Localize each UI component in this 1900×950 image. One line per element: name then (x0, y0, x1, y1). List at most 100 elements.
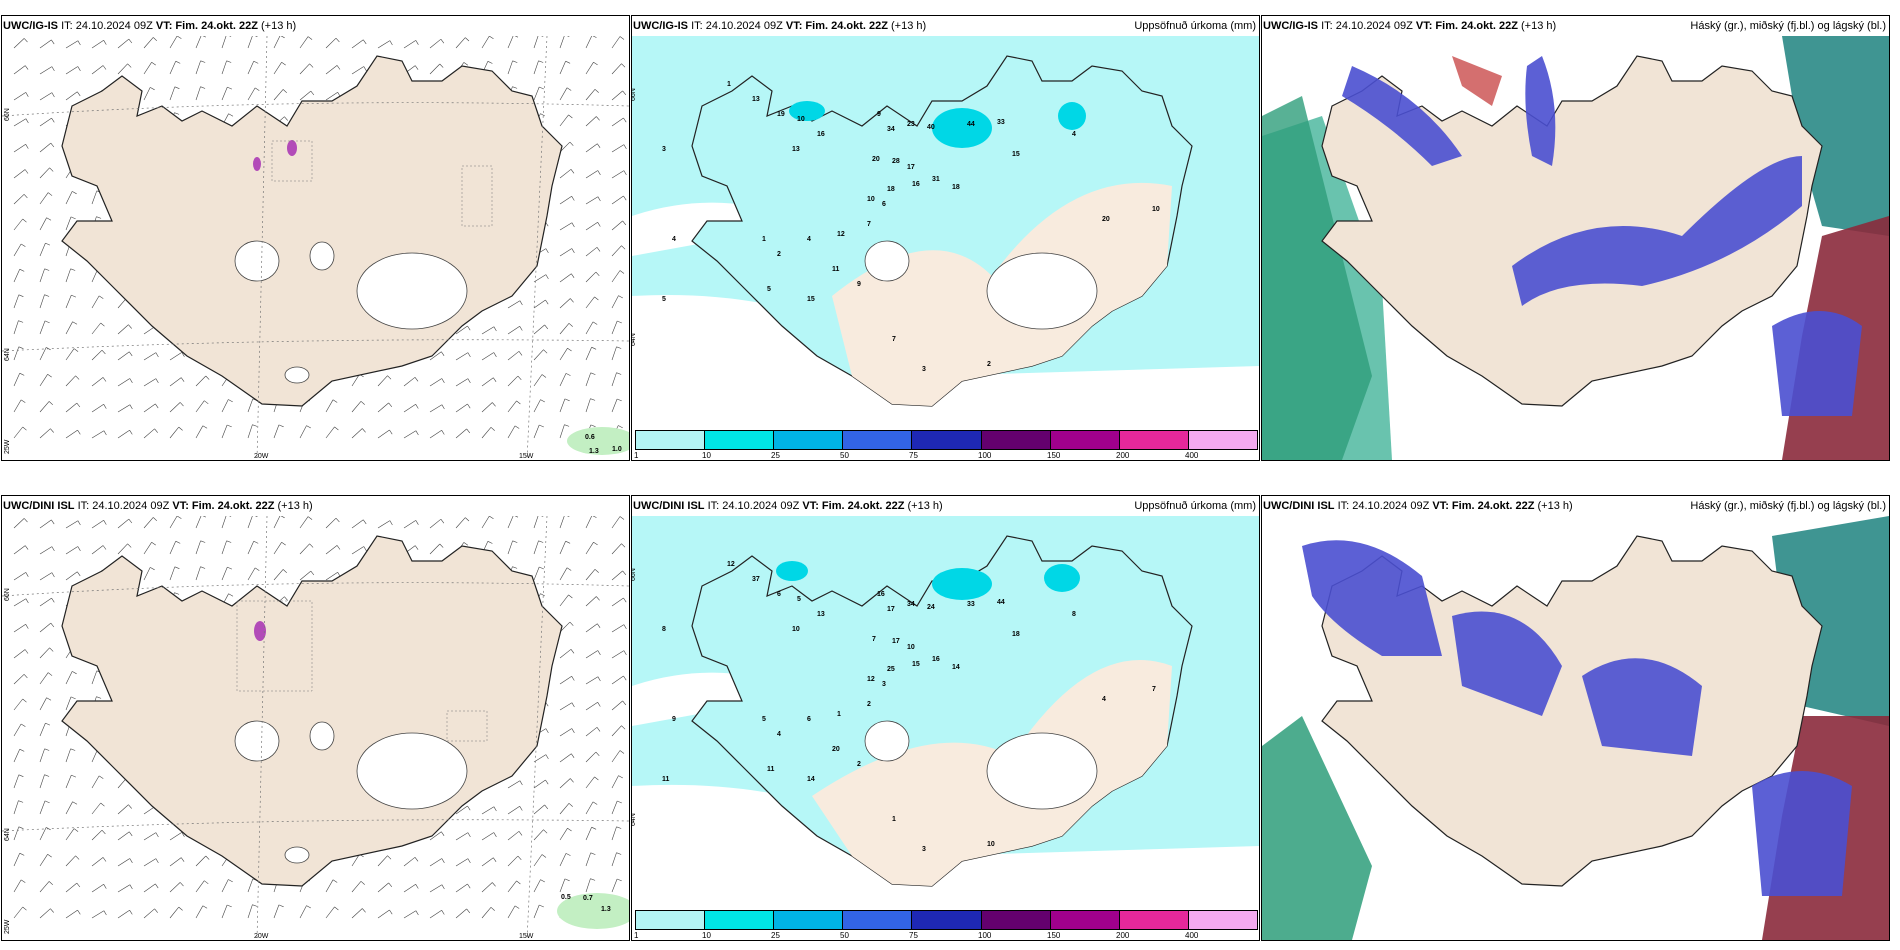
precip-value-label: 15 (807, 296, 815, 303)
wind-barb (143, 908, 155, 919)
wind-barb-feather (516, 400, 521, 405)
wind-barb-feather (597, 170, 601, 175)
wind-barb (143, 87, 151, 101)
wind-barb-feather (489, 516, 494, 520)
wind-barb (559, 323, 570, 335)
wind-barb-feather (18, 320, 24, 323)
wind-barb-feather (441, 404, 445, 410)
wind-barb (533, 879, 541, 893)
precip-value-label: 5 (762, 716, 766, 723)
wind-barb (39, 428, 51, 439)
wind-barb-feather (22, 698, 27, 703)
wind-barb-feather (590, 398, 596, 401)
wind-barb (611, 220, 623, 231)
wind-barb-feather (616, 372, 622, 375)
wind-barb-feather (616, 878, 622, 882)
precip-value-label: 20 (832, 746, 840, 753)
wind-barb (91, 545, 104, 555)
wind-barb-feather (571, 273, 575, 278)
wind-barb (585, 143, 598, 153)
colorbar-tick: 75 (909, 451, 918, 460)
dry-area (632, 202, 752, 256)
wind-barb (117, 804, 129, 815)
wind-barb (299, 570, 311, 581)
wind-barb-feather (25, 598, 29, 604)
wind-barb (559, 87, 568, 101)
wind-barb (39, 167, 50, 179)
wind-barb (65, 801, 73, 815)
wind-barb (611, 295, 619, 309)
wind-barb-feather (540, 399, 545, 403)
wind-barb (611, 346, 617, 361)
wind-barb-feather (228, 36, 232, 37)
wind-barb (611, 570, 623, 581)
wind-barb-feather (281, 542, 286, 546)
wind-barb-feather (540, 113, 545, 117)
wind-barb (39, 908, 51, 919)
wind-barb (611, 117, 624, 127)
wind-barb-feather (155, 352, 159, 358)
wind-barb-feather (20, 399, 26, 403)
wind-barb-feather (622, 700, 627, 706)
wind-barb (377, 402, 389, 413)
wind-barb (299, 36, 309, 49)
wind-barb-feather (489, 36, 494, 40)
wind-barb (351, 908, 363, 919)
precip-value-label: 10 (1152, 206, 1160, 213)
wind-barb-feather (617, 320, 622, 324)
latitude-line (2, 819, 629, 832)
wind-barb (351, 428, 363, 439)
mid-cloud (1782, 36, 1889, 236)
wind-barb-feather (334, 426, 339, 431)
glacier-hofsjokull (234, 720, 280, 762)
model-name: UWC/DINI ISL (1263, 500, 1335, 512)
wind-barb-feather (128, 38, 133, 44)
wind-barb (221, 86, 228, 101)
wind-barb-feather (543, 349, 548, 354)
wind-barb (65, 748, 71, 763)
wind-barb-feather (516, 880, 521, 885)
wind-barb (65, 268, 71, 283)
lead-time: (+13 h) (907, 500, 943, 512)
wind-barb (325, 37, 337, 49)
wind-barb (403, 40, 416, 49)
wind-barb (585, 89, 596, 101)
low-cloud (1262, 716, 1372, 940)
wind-barb-feather (466, 428, 471, 434)
wind-barb (559, 516, 565, 529)
precip-value-label: 10 (987, 841, 995, 848)
wind-barb (117, 884, 131, 893)
wind-barb-feather (202, 905, 208, 909)
wind-barb-feather (519, 780, 523, 786)
wind-barb-feather (571, 248, 575, 253)
precip-map (632, 36, 1259, 460)
cloud-map-panel-top: UWC/IG-IS IT: 24.10.2024 09Z VT: Fim. 24… (1261, 15, 1890, 461)
wind-barb (455, 403, 468, 413)
precip-value-label: 16 (877, 591, 885, 598)
panel-title: Háský (gr.), miðský (fj.bl.) og lágský (… (1690, 20, 1886, 32)
wind-barb (299, 63, 310, 75)
wind-barb-feather (517, 855, 522, 861)
wind-barb (65, 191, 73, 205)
wind-barb-feather (73, 348, 79, 352)
wind-barb-feather (204, 880, 209, 885)
precip-value-label: 24 (927, 604, 935, 611)
wind-barb-feather (45, 722, 51, 726)
wind-barb-feather (71, 774, 77, 778)
wind-barb (13, 598, 27, 607)
wind-barb (195, 375, 207, 387)
wind-barb (91, 404, 104, 413)
wind-barb-feather (490, 427, 495, 431)
wind-barb-feather (569, 141, 574, 146)
wind-barb-feather (514, 425, 520, 429)
wind-barb (455, 858, 469, 867)
wind-barb-feather (155, 378, 159, 384)
wind-barb (585, 36, 593, 49)
wind-barb-feather (594, 296, 599, 301)
wind-barb-feather (571, 196, 575, 201)
wind-barb-feather (180, 857, 185, 862)
wind-barb (91, 40, 104, 49)
wind-barb (351, 881, 362, 893)
precip-value-label: 2 (987, 361, 991, 368)
wind-barb (13, 624, 26, 633)
